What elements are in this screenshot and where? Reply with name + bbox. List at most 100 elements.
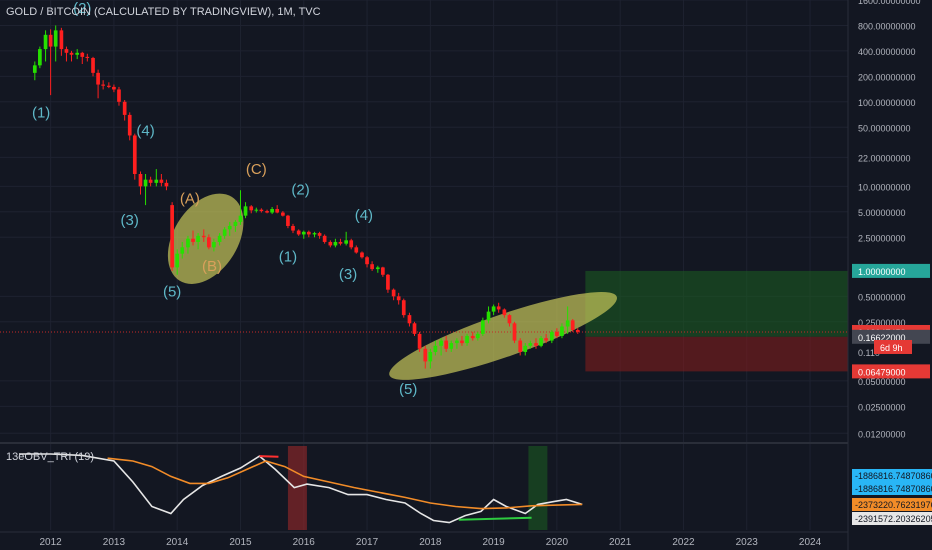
candle-body: [391, 289, 396, 297]
candle-body: [354, 247, 359, 253]
candle-body: [265, 211, 269, 213]
candle-body: [101, 84, 105, 86]
candle-body: [570, 320, 575, 330]
candle-body: [496, 306, 501, 310]
highlight-ellipse-2: [389, 292, 618, 380]
candle-body: [270, 208, 274, 213]
candle-body: [38, 49, 42, 66]
candle-body: [317, 233, 322, 236]
symbol-title[interactable]: GOLD / BITCOIN (CALCULATED BY TRADINGVIE…: [6, 6, 321, 18]
wave-label: (C): [246, 161, 267, 178]
candle-body: [301, 231, 306, 235]
candle-body: [312, 233, 317, 235]
y-tick-label: 5.00000000: [858, 208, 906, 218]
divergence-line: [458, 516, 532, 521]
candle-body: [518, 340, 523, 352]
candle-body: [75, 52, 80, 55]
x-tick-label: 2023: [736, 537, 759, 548]
candle-body: [502, 309, 507, 316]
y-tick-label: 50.00000000: [858, 123, 911, 133]
candle-body: [417, 333, 422, 349]
candle-body: [423, 348, 428, 362]
candle-body: [407, 315, 412, 324]
x-tick-label: 2024: [799, 537, 822, 548]
candle-body: [85, 56, 90, 58]
candle-body: [528, 343, 533, 346]
indicator-value-label: -2373220.76231976: [855, 500, 932, 510]
candle-body: [555, 331, 559, 336]
countdown-badge: [874, 339, 912, 354]
candle-body: [96, 72, 100, 85]
y-tick-label: 200.00000000: [858, 72, 916, 82]
candle-body: [217, 235, 222, 242]
candle-body: [328, 241, 333, 246]
x-tick-label: 2012: [40, 537, 63, 548]
candle-body: [360, 252, 364, 258]
x-tick-label: 2017: [356, 537, 379, 548]
candle-body: [565, 320, 570, 327]
x-tick-label: 2014: [166, 537, 189, 548]
candle-body: [138, 173, 143, 187]
candle-body: [381, 267, 385, 275]
candle-body: [281, 212, 285, 216]
candle-body: [549, 331, 554, 341]
candle-body: [375, 267, 380, 270]
stop-zone: [585, 336, 848, 372]
y-tick-label: 0.25000000: [858, 318, 906, 328]
x-tick-label: 2013: [103, 537, 126, 548]
candle-body: [201, 235, 206, 238]
y-tick-label: 400.00000000: [858, 47, 916, 57]
candle-body: [59, 30, 64, 50]
wave-label: (4): [355, 207, 373, 224]
candle-body: [539, 338, 543, 346]
divergence-line: [259, 455, 279, 458]
candle-body: [175, 253, 180, 268]
candle-body: [338, 241, 343, 244]
candle-body: [412, 323, 417, 334]
price-badge-label: 1.00000000: [858, 267, 906, 277]
wave-label: (5): [163, 283, 181, 300]
candle-body: [180, 247, 185, 254]
wave-label: (3): [121, 212, 139, 229]
candle-body: [122, 101, 127, 115]
candle-body: [275, 208, 280, 213]
indicator-value-badge: [852, 482, 932, 495]
candle-body: [401, 300, 406, 316]
indicator-value-label: -2391572.20326205: [855, 514, 932, 524]
candle-body: [80, 52, 85, 57]
candle-body: [544, 338, 548, 341]
candle-body: [64, 49, 69, 53]
candle-body: [48, 34, 53, 47]
candle-body: [132, 135, 137, 174]
candle-body: [460, 340, 464, 344]
indicator-title[interactable]: 13eOBV_TRI (19): [6, 451, 95, 463]
y-tick-label: 800.00000000: [858, 21, 916, 31]
x-tick-label: 2022: [672, 537, 695, 548]
candle-body: [386, 274, 390, 290]
y-tick-label: 0.01200000: [858, 429, 906, 439]
candle-body: [296, 230, 301, 235]
wave-label: (A): [180, 190, 200, 207]
candle-body: [69, 52, 74, 55]
candle-body: [91, 57, 95, 73]
candle-body: [344, 240, 349, 244]
candle-body: [127, 114, 132, 136]
candle-body: [444, 340, 448, 349]
candle-body: [53, 30, 58, 47]
wave-label: (4): [136, 122, 154, 139]
y-tick-label: 0.50000000: [858, 292, 906, 302]
indicator-value-label: -1886816.74870860: [855, 471, 932, 481]
indicator-series-line: [18, 453, 583, 524]
candle-body: [259, 209, 264, 212]
candle-body: [439, 340, 443, 346]
candle-body: [212, 241, 216, 248]
y-tick-label: 10.00000000: [858, 182, 911, 192]
candle-body: [143, 179, 148, 187]
y-tick-label: 0.02500000: [858, 402, 906, 412]
candle-body: [222, 229, 227, 236]
y-tick-label: 0.05000000: [858, 377, 906, 387]
wave-label: (B): [202, 258, 222, 275]
candle-body: [164, 182, 169, 187]
